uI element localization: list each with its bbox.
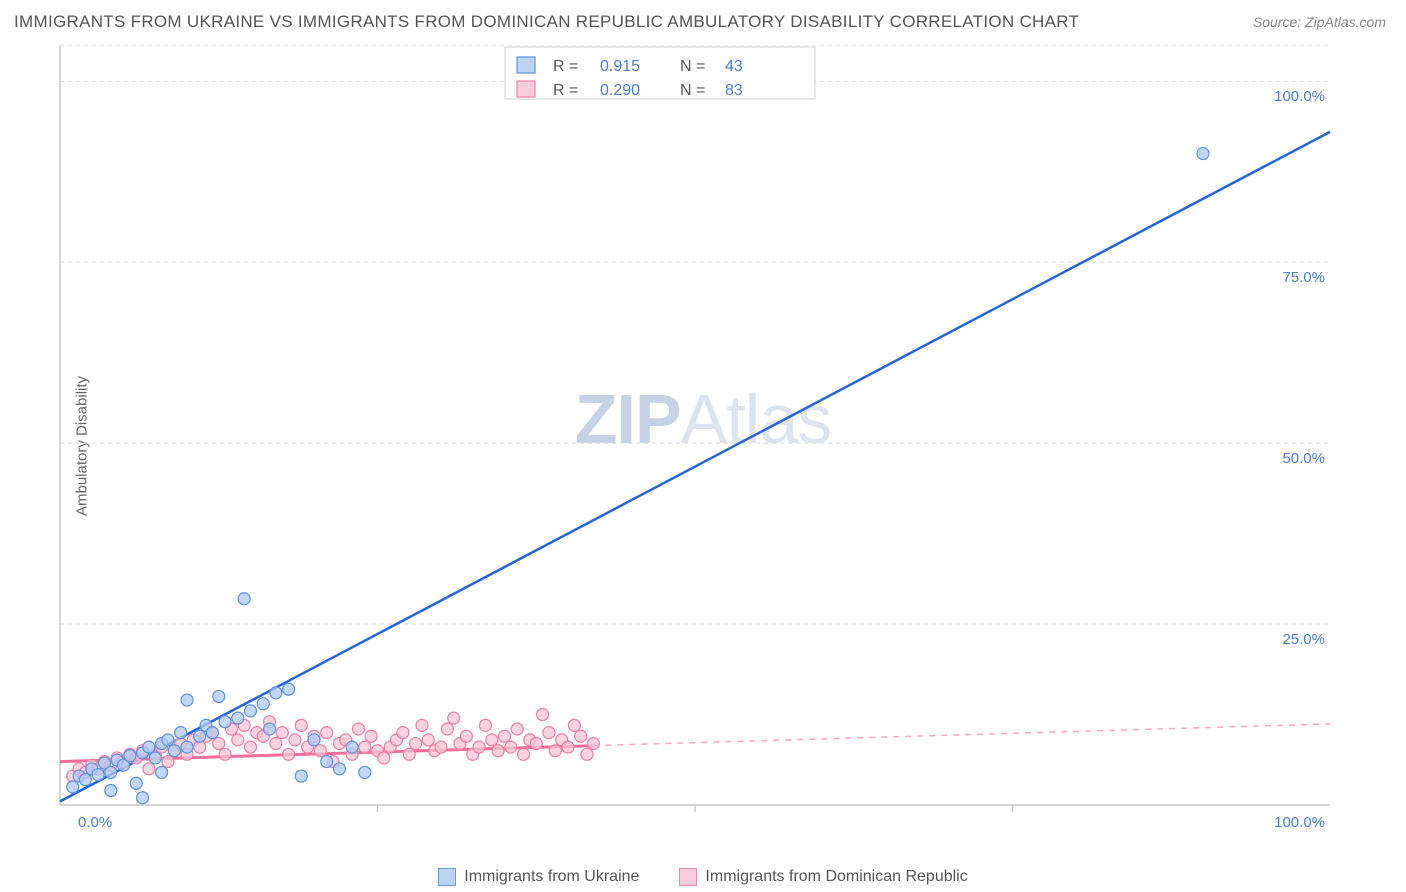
legend-label-ukraine: Immigrants from Ukraine	[464, 868, 639, 886]
svg-text:100.0%: 100.0%	[1274, 814, 1325, 831]
source-attribution: Source: ZipAtlas.com	[1253, 14, 1386, 30]
legend-item-ukraine: Immigrants from Ukraine	[438, 868, 639, 886]
svg-text:0.0%: 0.0%	[78, 814, 112, 831]
svg-text:75.0%: 75.0%	[1282, 269, 1325, 286]
svg-text:0.290: 0.290	[600, 82, 640, 99]
svg-text:0.915: 0.915	[600, 58, 640, 75]
legend-swatch-pink	[679, 868, 697, 886]
chart-title: IMMIGRANTS FROM UKRAINE VS IMMIGRANTS FR…	[14, 12, 1079, 32]
bottom-legend: Immigrants from Ukraine Immigrants from …	[0, 868, 1406, 886]
svg-text:N =: N =	[680, 58, 705, 75]
scatter-plot: 25.0% 50.0% 75.0% 100.0% 0.0% 100.0% R = 0.915 N…	[50, 45, 1390, 845]
chart-svg: 25.0% 50.0% 75.0% 100.0% 0.0% 100.0% R = 0.915 N…	[50, 45, 1390, 845]
svg-text:83: 83	[725, 82, 743, 99]
legend-swatch-blue	[438, 868, 456, 886]
legend-item-dominican: Immigrants from Dominican Republic	[679, 868, 967, 886]
svg-text:R =: R =	[553, 82, 578, 99]
svg-text:43: 43	[725, 58, 743, 75]
legend-label-dominican: Immigrants from Dominican Republic	[705, 868, 967, 886]
svg-text:N =: N =	[680, 82, 705, 99]
svg-text:50.0%: 50.0%	[1282, 450, 1325, 467]
svg-text:25.0%: 25.0%	[1282, 631, 1325, 648]
svg-text:100.0%: 100.0%	[1274, 88, 1325, 105]
svg-text:R =: R =	[553, 58, 578, 75]
